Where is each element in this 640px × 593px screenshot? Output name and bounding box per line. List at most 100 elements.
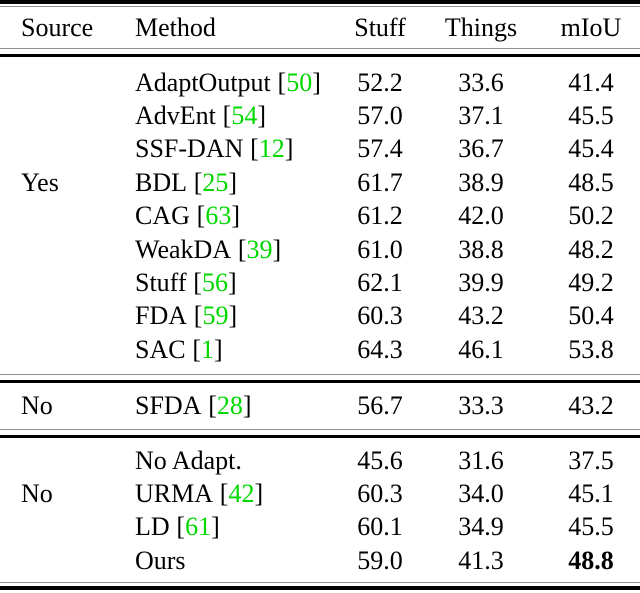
citation-number: 12 — [258, 134, 285, 164]
table-row-weakda: WeakDA [39] 61.0 38.8 48.2 — [0, 233, 640, 266]
table-row-stuff: Stuff [56] 62.1 39.9 49.2 — [0, 266, 640, 299]
section-source-no-sfda: No SFDA [28] 56.7 33.3 43.2 — [0, 383, 640, 429]
citation-ref[interactable]: [28] — [208, 391, 251, 420]
citation-ref[interactable]: [63] — [197, 201, 240, 230]
method-cell: AdvEnt [54] — [110, 101, 340, 131]
table-row-bdl: Yes BDL [25] 61.7 38.9 48.5 — [0, 166, 640, 199]
miou-value: 45.1 — [568, 478, 614, 508]
table-row-noadapt: No Adapt.[] 45.6 31.6 37.5 — [0, 444, 640, 477]
method-cell: SAC [1] — [110, 335, 340, 365]
bracket-open: [ — [222, 101, 232, 131]
bracket-close: ] — [228, 167, 238, 197]
things-value: 33.6 — [458, 67, 504, 97]
table-header-row: Source Method Stuff Things mIoU — [0, 7, 640, 48]
source-cell: No — [21, 478, 53, 508]
bracket-close: ] — [214, 334, 223, 364]
miou-value: 48.5 — [568, 167, 614, 197]
bracket-close: ] — [242, 390, 252, 420]
method-name: Ours — [135, 545, 186, 575]
stuff-value: 59.0 — [357, 545, 403, 575]
method-cell: AdaptOutput [50] — [110, 68, 340, 98]
things-value: 34.0 — [458, 478, 504, 508]
stuff-value: 60.1 — [357, 512, 403, 542]
things-value: 42.0 — [458, 201, 504, 231]
bracket-open: [ — [193, 301, 203, 331]
citation-ref[interactable]: [12] — [250, 134, 293, 163]
bracket-close: ] — [211, 512, 220, 542]
bracket-open: [ — [277, 67, 287, 97]
bracket-open: [ — [193, 268, 202, 298]
method-name: LD — [135, 512, 170, 542]
table-row-cag: CAG [63] 61.2 42.0 50.2 — [0, 200, 640, 233]
things-value: 38.9 — [458, 167, 504, 197]
citation-number: 56 — [201, 268, 228, 298]
col-header-source: Source — [21, 12, 94, 42]
things-value: 34.9 — [458, 512, 504, 542]
miou-value-best: 48.8 — [568, 545, 614, 575]
stuff-value: 57.4 — [357, 134, 403, 164]
table-row-ld: LD [61] 60.1 34.9 45.5 — [0, 511, 640, 544]
citation-ref[interactable]: [54] — [223, 101, 266, 130]
citation-number: 1 — [201, 334, 214, 364]
table-row-sac: SAC [1] 64.3 46.1 53.8 — [0, 333, 640, 366]
citation-number: 54 — [231, 101, 258, 131]
method-cell: Ours[] — [110, 546, 340, 576]
citation-number: 25 — [202, 167, 229, 197]
method-cell: SFDA [28] — [110, 391, 340, 421]
bracket-open: [ — [250, 134, 259, 164]
citation-ref[interactable]: [50] — [278, 68, 321, 97]
table-row-urma: No URMA [42] 60.3 34.0 45.1 — [0, 477, 640, 510]
col-header-method: Method — [135, 12, 216, 42]
bracket-close: ] — [257, 101, 266, 131]
stuff-value: 61.7 — [357, 167, 403, 197]
things-value: 37.1 — [458, 101, 504, 131]
source-cell: No — [21, 390, 53, 420]
method-name: SAC — [135, 334, 186, 364]
rule-section-1 — [0, 373, 640, 383]
miou-value: 45.5 — [568, 101, 614, 131]
method-name: Stuff — [135, 268, 187, 298]
miou-value: 41.4 — [568, 67, 614, 97]
stuff-value: 62.1 — [357, 268, 403, 298]
stuff-value: 57.0 — [357, 101, 403, 131]
citation-ref[interactable]: [1] — [192, 335, 222, 364]
method-cell: URMA [42] — [110, 479, 340, 509]
things-value: 33.3 — [458, 390, 504, 420]
rule-section-2 — [0, 428, 640, 438]
source-cell: Yes — [21, 167, 59, 197]
citation-ref[interactable]: [42] — [220, 479, 263, 508]
bracket-close: ] — [272, 234, 282, 264]
citation-ref[interactable]: [61] — [176, 512, 219, 541]
bracket-close: ] — [231, 201, 240, 231]
bracket-open: [ — [176, 512, 186, 542]
rule-header — [0, 48, 640, 57]
things-value: 39.9 — [458, 268, 504, 298]
stuff-value: 56.7 — [357, 390, 403, 420]
miou-value: 37.5 — [568, 445, 614, 475]
table-row-advent: AdvEnt [54] 57.0 37.1 45.5 — [0, 99, 640, 132]
things-value: 46.1 — [458, 334, 504, 364]
miou-value: 49.2 — [568, 268, 614, 298]
bracket-open: [ — [196, 201, 206, 231]
miou-value: 43.2 — [568, 390, 614, 420]
method-cell: CAG [63] — [110, 201, 340, 231]
citation-ref[interactable]: [56] — [193, 268, 236, 297]
miou-value: 45.4 — [568, 134, 614, 164]
miou-value: 48.2 — [568, 234, 614, 264]
bracket-open: [ — [219, 478, 229, 508]
citation-number: 61 — [185, 512, 212, 542]
bracket-close: ] — [284, 134, 294, 164]
things-value: 38.8 — [458, 234, 504, 264]
citation-ref[interactable]: [25] — [194, 168, 237, 197]
miou-value: 45.5 — [568, 512, 614, 542]
bracket-open: [ — [208, 390, 217, 420]
citation-ref[interactable]: [39] — [238, 235, 281, 264]
method-cell: BDL [25] — [110, 168, 340, 198]
miou-value: 50.2 — [568, 201, 614, 231]
method-name: FDA — [135, 301, 188, 331]
col-header-miou: mIoU — [560, 12, 622, 42]
citation-ref[interactable]: [59] — [194, 301, 237, 330]
section-source-no-ours: No Adapt.[] 45.6 31.6 37.5 No URMA[42] 6… — [0, 438, 640, 583]
method-cell: No Adapt.[] — [110, 446, 340, 476]
